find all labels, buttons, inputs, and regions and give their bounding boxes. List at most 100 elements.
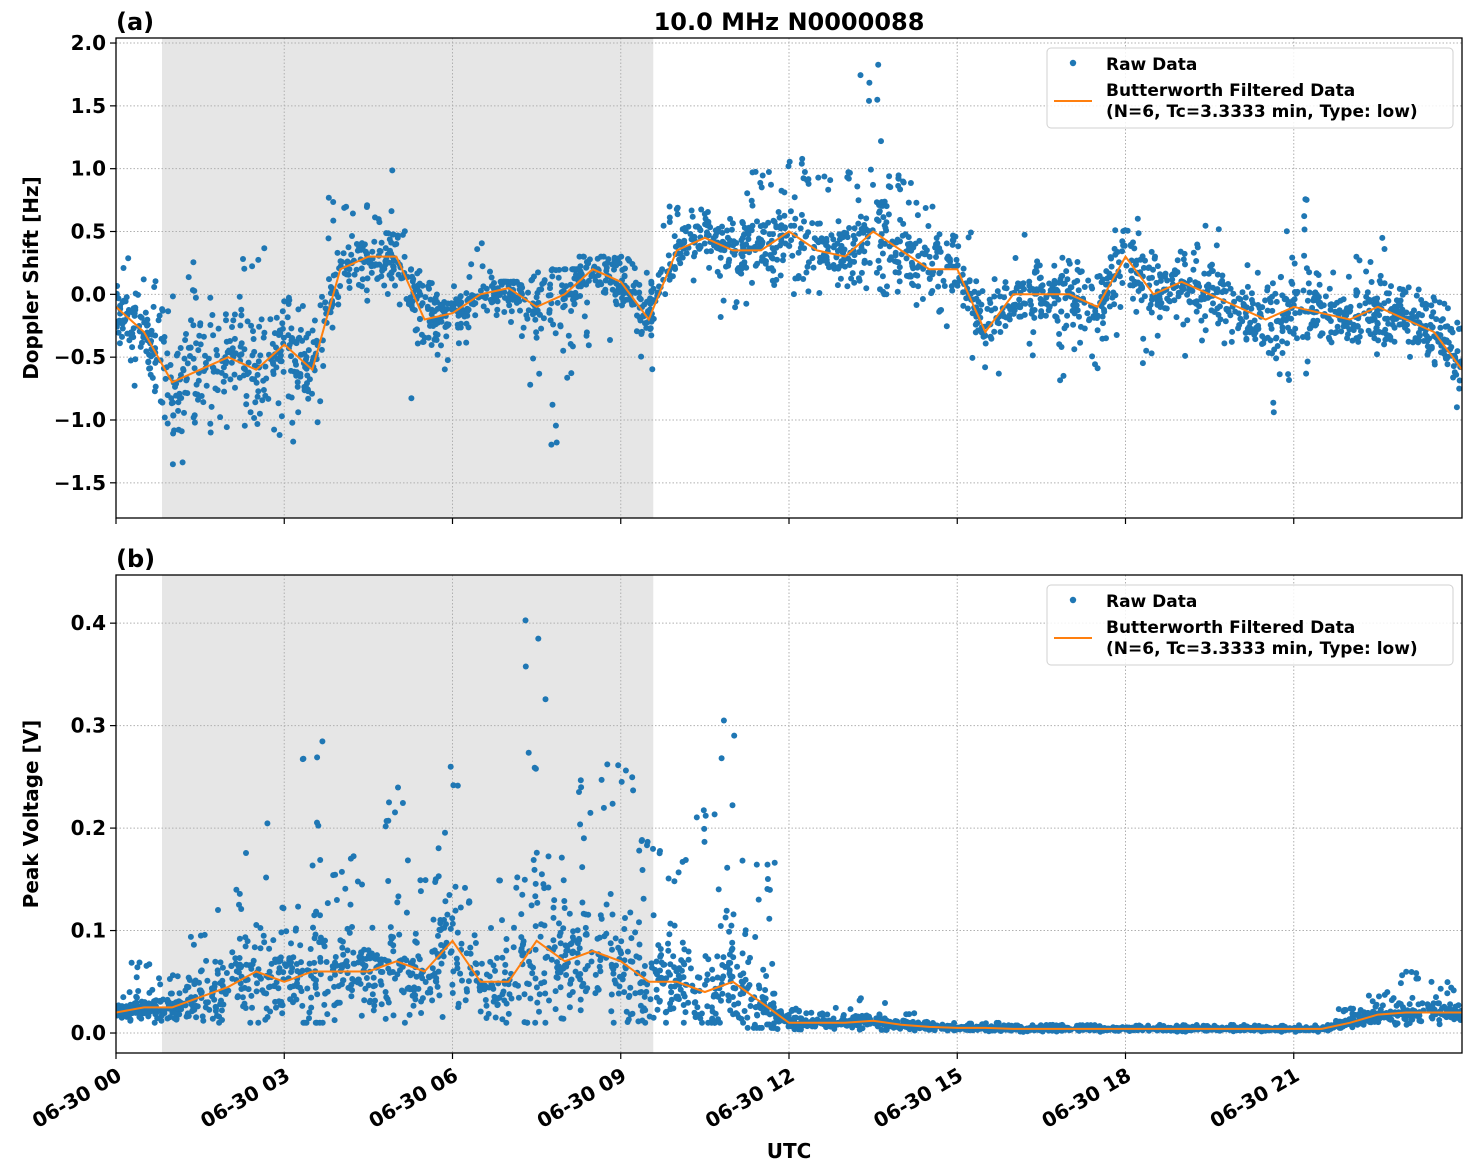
raw-point <box>988 307 995 314</box>
raw-point <box>445 321 452 328</box>
raw-point <box>466 274 473 280</box>
raw-point <box>706 264 713 271</box>
raw-point <box>966 278 973 285</box>
raw-point <box>560 877 567 884</box>
raw-point <box>1356 302 1363 309</box>
raw-point <box>247 409 254 416</box>
raw-point <box>925 223 932 229</box>
raw-point <box>1396 285 1403 292</box>
raw-point <box>512 981 519 987</box>
raw-point <box>835 218 842 225</box>
raw-point <box>331 983 338 990</box>
raw-point <box>748 197 755 204</box>
raw-point <box>326 276 332 283</box>
raw-point <box>787 208 794 215</box>
raw-point <box>540 315 547 322</box>
raw-point <box>857 213 864 220</box>
raw-point <box>1308 321 1315 328</box>
raw-point <box>133 1001 139 1008</box>
raw-point <box>285 332 292 339</box>
raw-point <box>722 964 729 970</box>
raw-point <box>648 960 655 967</box>
raw-point <box>1202 313 1209 320</box>
raw-point <box>1167 291 1173 298</box>
raw-point <box>254 371 261 378</box>
raw-point <box>369 924 376 931</box>
raw-point <box>159 306 166 313</box>
raw-point <box>1058 308 1065 315</box>
raw-point <box>676 250 682 257</box>
raw-point <box>644 838 651 845</box>
raw-point <box>1199 337 1205 344</box>
raw-point <box>458 940 465 947</box>
raw-point <box>1132 261 1139 268</box>
raw-point <box>446 892 453 898</box>
raw-point <box>330 217 337 224</box>
raw-point <box>343 958 350 965</box>
raw-point <box>371 238 378 245</box>
raw-point <box>884 283 890 290</box>
raw-point <box>1193 308 1200 315</box>
raw-point <box>1443 337 1450 344</box>
raw-point <box>650 1014 657 1021</box>
raw-point <box>202 1004 209 1011</box>
raw-point <box>538 980 545 987</box>
raw-point <box>1143 347 1150 354</box>
raw-point <box>457 970 464 977</box>
raw-point <box>766 231 773 238</box>
raw-point <box>1267 299 1274 306</box>
raw-point <box>320 363 327 369</box>
raw-point <box>1140 264 1147 271</box>
raw-point <box>1111 245 1118 252</box>
raw-point <box>609 800 616 807</box>
raw-point <box>1383 290 1390 297</box>
raw-point <box>705 218 712 225</box>
raw-point <box>503 1019 510 1026</box>
raw-point <box>344 947 351 954</box>
raw-point <box>1364 289 1371 296</box>
raw-point <box>449 981 456 988</box>
raw-point <box>230 317 237 324</box>
raw-point <box>1343 323 1350 330</box>
raw-point <box>151 284 158 290</box>
raw-point <box>1285 371 1292 378</box>
raw-point <box>797 225 804 232</box>
raw-point <box>953 263 960 270</box>
raw-point <box>1260 340 1267 347</box>
raw-point <box>719 975 725 982</box>
raw-point <box>880 214 887 221</box>
raw-point <box>450 304 457 311</box>
raw-point <box>120 994 127 1001</box>
raw-point <box>1148 309 1155 316</box>
raw-point <box>1374 295 1381 302</box>
raw-point <box>758 1024 765 1031</box>
raw-point <box>816 259 823 265</box>
raw-point <box>731 732 738 739</box>
raw-point <box>749 202 756 209</box>
raw-point <box>550 321 557 328</box>
raw-point <box>671 964 678 971</box>
raw-point <box>193 340 200 347</box>
raw-point <box>272 998 279 1005</box>
raw-point <box>1287 328 1294 335</box>
raw-point <box>763 973 770 979</box>
raw-point <box>1217 280 1224 287</box>
raw-point <box>914 212 921 219</box>
raw-point <box>1454 348 1461 355</box>
raw-point <box>528 902 535 909</box>
raw-point <box>1419 1000 1426 1007</box>
raw-point <box>1086 317 1092 324</box>
raw-point <box>152 278 159 285</box>
raw-point <box>788 1008 795 1014</box>
raw-point <box>801 169 808 175</box>
raw-point <box>236 955 243 961</box>
raw-point <box>1056 331 1063 337</box>
raw-point <box>539 281 546 287</box>
raw-point <box>221 388 228 395</box>
raw-point <box>290 438 297 445</box>
raw-point <box>769 960 776 967</box>
raw-point <box>1081 325 1088 332</box>
raw-point <box>345 244 352 251</box>
raw-point <box>1345 331 1351 338</box>
raw-point <box>181 355 188 362</box>
